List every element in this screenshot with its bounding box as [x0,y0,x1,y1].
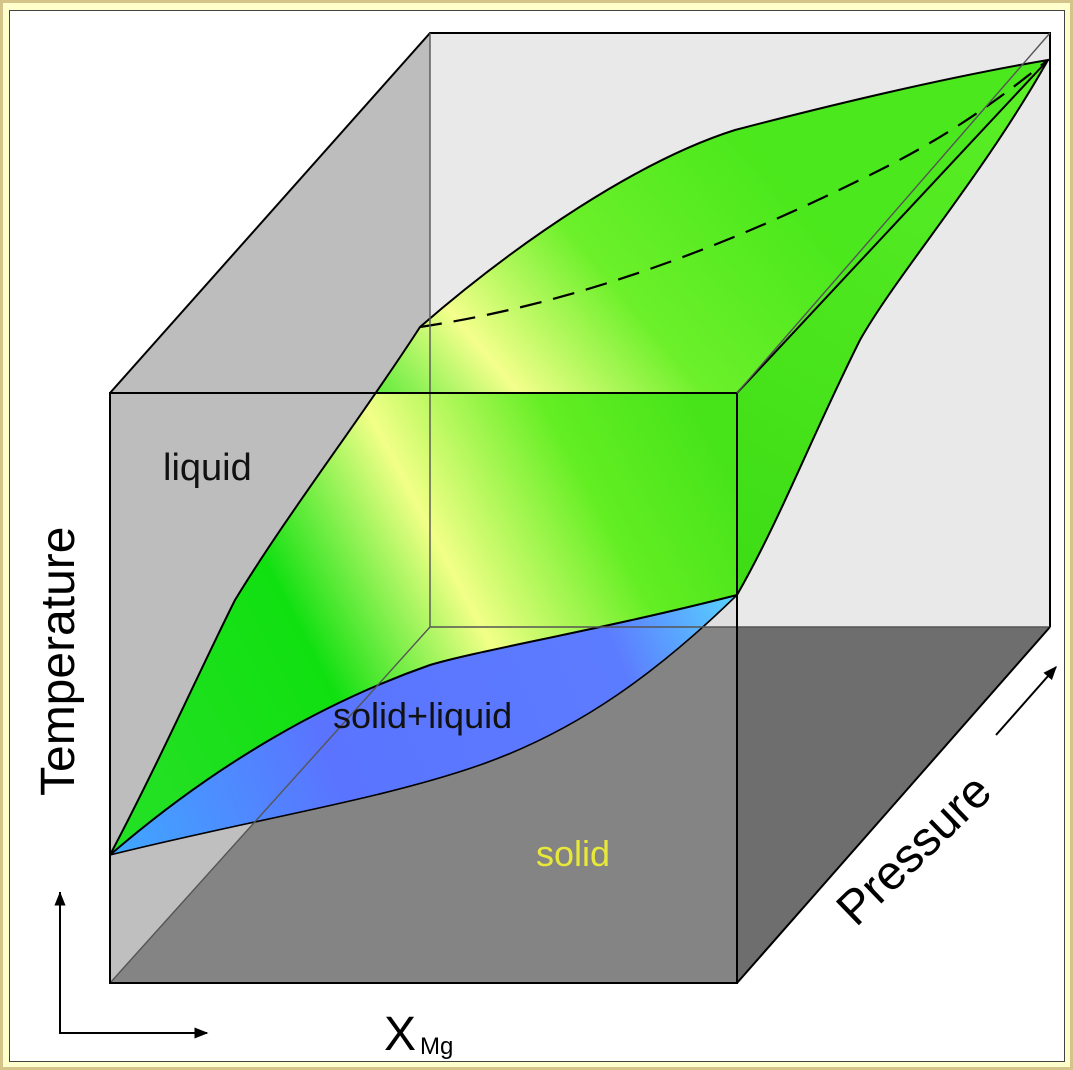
svg-text:Mg: Mg [420,1033,453,1060]
solid-label: solid [536,833,610,874]
pressure-arrow [995,665,1057,736]
cube-edges [109,32,1051,984]
liquid-label: liquid [163,447,252,489]
hidden-edge-dashed [419,59,1049,329]
surface-ridge [736,59,1049,394]
liquidus-top-highlight [375,60,1048,393]
solidus-surface [110,595,737,855]
composition-axis-label: X Mg [384,1008,453,1061]
temperature-axis-label: Temperature [32,527,85,796]
solidus-outline [109,594,738,856]
svg-text:X: X [384,1008,416,1061]
solid-liquid-label: solid+liquid [333,695,512,736]
